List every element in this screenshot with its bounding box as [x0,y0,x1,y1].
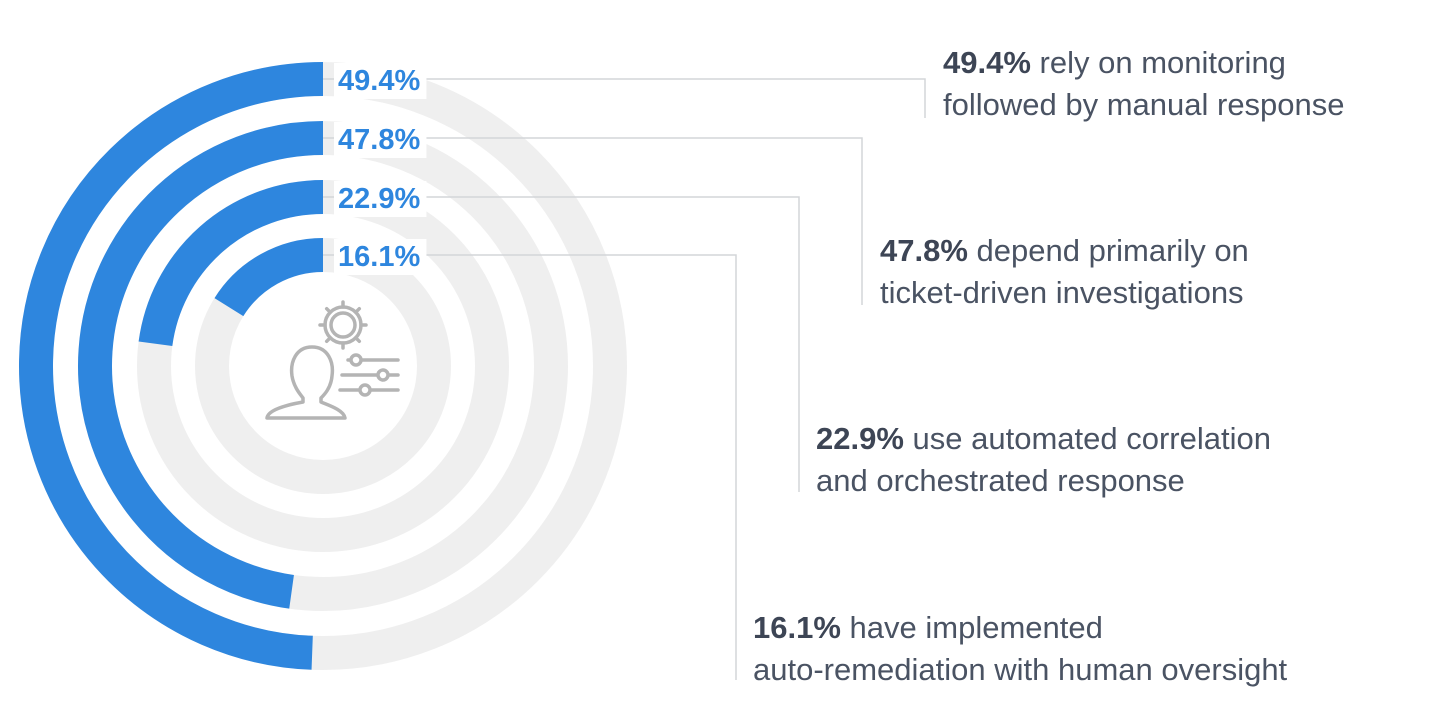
caption-text: ticket-driven investigations [880,275,1244,310]
label-backing [334,239,427,275]
label-backing [334,181,427,217]
caption-ticket-driven: 47.8% depend primarily on ticket-driven … [880,230,1249,314]
connector-lines [323,78,926,680]
label-backing [334,63,427,99]
percent-labels: 49.4% 47.8% 22.9% 16.1% [334,63,427,275]
caption-text: use automated correlation [912,421,1271,456]
ring-bars [19,62,324,670]
caption-automated-correlation: 22.9% use automated correlation and orch… [816,418,1271,502]
connector-line [323,254,737,680]
caption-value: 22.9% [816,421,904,456]
caption-text: and orchestrated response [816,463,1185,498]
ring-bar [214,238,324,317]
connector-line [323,196,800,492]
connector-line [323,78,926,118]
caption-text: followed by manual response [943,87,1345,122]
user-gear-sliders-icon [265,300,400,420]
percent-label: 49.4% [338,65,420,97]
caption-text: auto-remediation with human oversight [753,652,1288,687]
caption-value: 16.1% [753,610,841,645]
caption-text: depend primarily on [976,233,1249,268]
percent-label: 47.8% [338,124,420,156]
caption-text: have implemented [849,610,1103,645]
caption-value: 47.8% [880,233,968,268]
label-backing [334,122,427,158]
gear-icon [318,300,368,350]
caption-text: rely on monitoring [1039,45,1286,80]
ring-bar [138,180,324,347]
caption-auto-remediation: 16.1% have implemented auto-remediation … [753,607,1287,691]
caption-monitoring: 49.4% rely on monitoring followed by man… [943,42,1345,126]
percent-label: 16.1% [338,241,420,273]
caption-value: 49.4% [943,45,1031,80]
connector-line [323,137,863,305]
percent-label: 22.9% [338,183,420,215]
ring-bar [19,62,324,670]
sliders-icon [338,353,400,397]
person-icon [265,345,347,420]
ring-bar [78,121,324,609]
